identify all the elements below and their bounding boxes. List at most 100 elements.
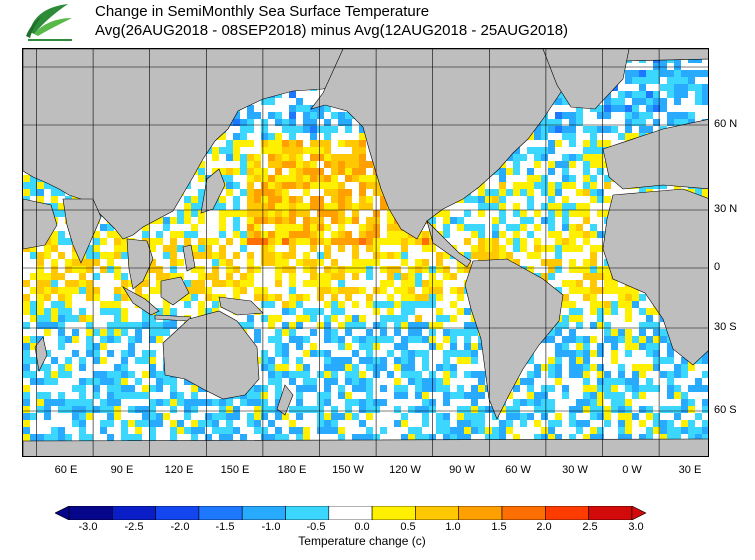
anomaly-cell <box>625 378 632 385</box>
anomaly-cell <box>576 182 583 189</box>
anomaly-cell <box>310 392 317 399</box>
anomaly-cell <box>44 399 51 406</box>
anomaly-cell <box>170 385 177 392</box>
anomaly-cell <box>345 238 352 245</box>
anomaly-cell <box>44 357 51 364</box>
anomaly-cell <box>576 322 583 329</box>
anomaly-cell <box>646 91 653 98</box>
anomaly-cell <box>93 287 100 294</box>
anomaly-cell <box>499 217 506 224</box>
anomaly-cell <box>275 301 282 308</box>
anomaly-cell <box>198 301 205 308</box>
anomaly-cell <box>562 154 569 161</box>
anomaly-cell <box>184 308 191 315</box>
anomaly-cell <box>72 336 79 343</box>
anomaly-cell <box>310 273 317 280</box>
anomaly-cell <box>702 70 708 77</box>
anomaly-cell <box>296 189 303 196</box>
anomaly-cell <box>485 231 492 238</box>
anomaly-cell <box>310 329 317 336</box>
anomaly-cell <box>205 238 212 245</box>
anomaly-cell <box>275 294 282 301</box>
anomaly-cell <box>569 392 576 399</box>
anomaly-cell <box>51 336 58 343</box>
anomaly-cell <box>282 203 289 210</box>
anomaly-cell <box>534 196 541 203</box>
anomaly-cell <box>352 266 359 273</box>
anomaly-cell <box>366 245 373 252</box>
anomaly-cell <box>359 182 366 189</box>
anomaly-cell <box>191 217 198 224</box>
anomaly-cell <box>170 238 177 245</box>
anomaly-cell <box>37 329 44 336</box>
anomaly-cell <box>317 189 324 196</box>
anomaly-cell <box>450 385 457 392</box>
anomaly-cell <box>597 301 604 308</box>
anomaly-cell <box>30 322 37 329</box>
anomaly-cell <box>492 210 499 217</box>
anomaly-cell <box>464 308 471 315</box>
anomaly-cell <box>590 112 597 119</box>
anomaly-cell <box>457 245 464 252</box>
anomaly-cell <box>604 196 611 203</box>
anomaly-cell <box>373 252 380 259</box>
anomaly-cell <box>100 294 107 301</box>
anomaly-cell <box>303 378 310 385</box>
anomaly-cell <box>618 329 625 336</box>
anomaly-cell <box>695 84 702 91</box>
anomaly-cell <box>86 245 93 252</box>
anomaly-cell <box>625 364 632 371</box>
anomaly-cell <box>170 273 177 280</box>
anomaly-cell <box>576 203 583 210</box>
anomaly-cell <box>114 350 121 357</box>
anomaly-cell <box>597 112 604 119</box>
anomaly-cell <box>114 329 121 336</box>
anomaly-cell <box>128 350 135 357</box>
anomaly-cell <box>310 294 317 301</box>
anomaly-cell <box>415 371 422 378</box>
anomaly-cell <box>310 371 317 378</box>
anomaly-cell <box>618 322 625 329</box>
anomaly-cell <box>345 196 352 203</box>
anomaly-cell <box>562 210 569 217</box>
anomaly-cell <box>394 329 401 336</box>
anomaly-cell <box>611 119 618 126</box>
anomaly-cell <box>583 182 590 189</box>
anomaly-cell <box>667 77 674 84</box>
anomaly-cell <box>653 336 660 343</box>
anomaly-cell <box>37 196 44 203</box>
anomaly-cell <box>177 273 184 280</box>
anomaly-cell <box>674 105 681 112</box>
anomaly-cell <box>324 315 331 322</box>
anomaly-cell <box>387 315 394 322</box>
anomaly-cell <box>198 210 205 217</box>
anomaly-cell <box>681 119 688 126</box>
anomaly-cell <box>583 329 590 336</box>
anomaly-cell <box>219 189 226 196</box>
anomaly-cell <box>163 329 170 336</box>
anomaly-cell <box>191 294 198 301</box>
anomaly-cell <box>457 210 464 217</box>
anomaly-cell <box>37 252 44 259</box>
anomaly-cell <box>562 175 569 182</box>
anomaly-cell <box>303 210 310 217</box>
anomaly-cell <box>23 287 30 294</box>
anomaly-cell <box>30 273 37 280</box>
anomaly-cell <box>93 266 100 273</box>
anomaly-cell <box>30 357 37 364</box>
anomaly-cell <box>100 385 107 392</box>
anomaly-cell <box>79 385 86 392</box>
anomaly-cell <box>317 245 324 252</box>
anomaly-cell <box>23 385 30 392</box>
anomaly-cell <box>436 315 443 322</box>
anomaly-cell <box>135 287 142 294</box>
anomaly-cell <box>625 77 632 84</box>
anomaly-cell <box>394 266 401 273</box>
anomaly-cell <box>240 133 247 140</box>
anomaly-cell <box>373 301 380 308</box>
anomaly-cell <box>303 161 310 168</box>
anomaly-cell <box>338 287 345 294</box>
anomaly-cell <box>394 343 401 350</box>
anomaly-cell <box>702 98 708 105</box>
anomaly-cell <box>58 343 65 350</box>
